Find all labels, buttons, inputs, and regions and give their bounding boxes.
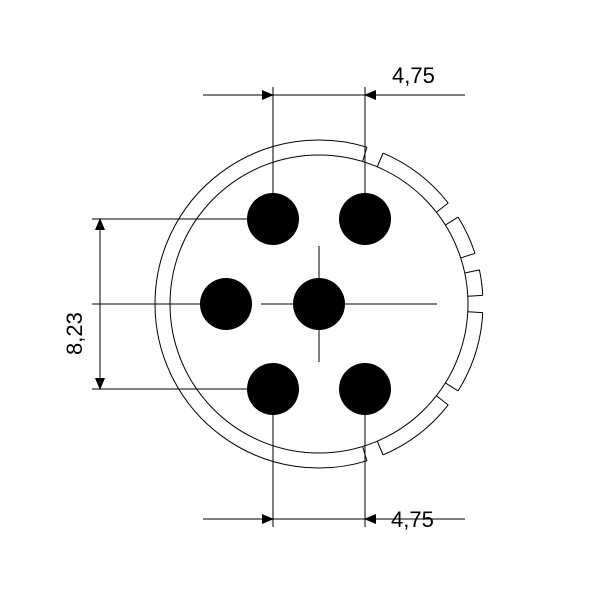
top-dim-label: 4,75 [392,63,435,88]
left-dim-label: 8,23 [62,312,87,355]
bottom-dim-label: 4,75 [391,507,434,532]
connector-pinout-diagram: 4,75 4,75 8,23 [0,0,600,600]
center-crosshair [261,246,437,362]
